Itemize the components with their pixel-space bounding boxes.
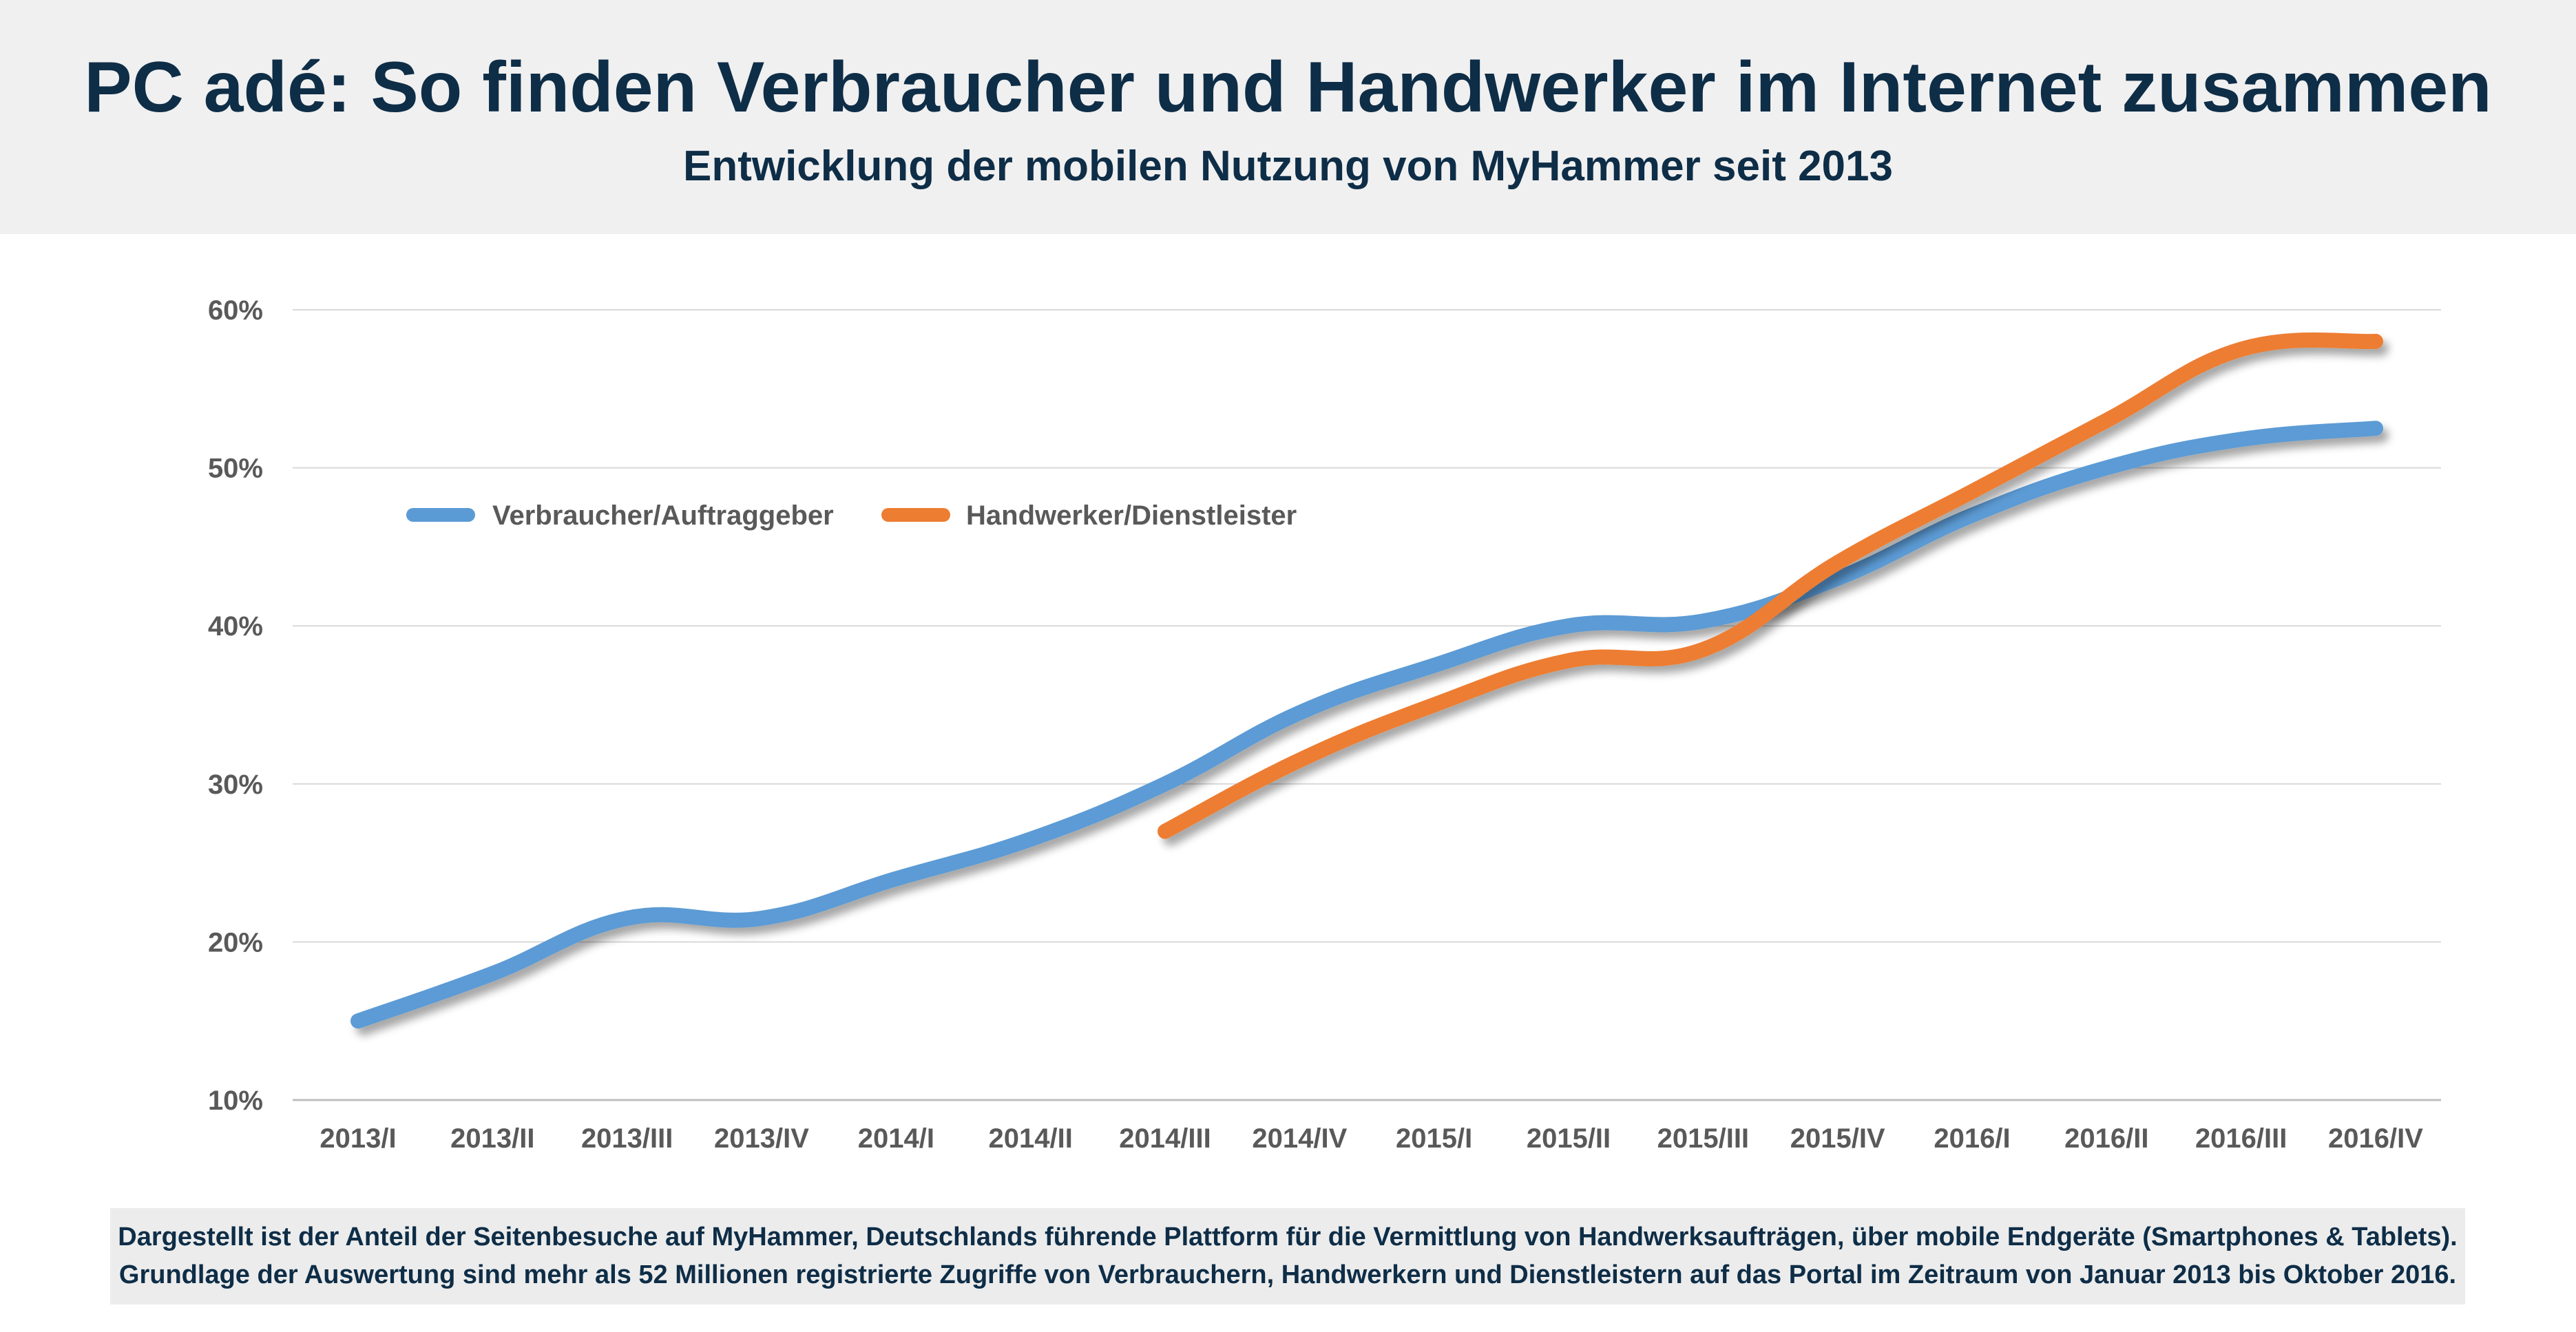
- x-tick-label: 2014/II: [989, 1123, 1073, 1154]
- chart-series: [350, 332, 2383, 1029]
- page-subtitle: Entwicklung der mobilen Nutzung von MyHa…: [682, 142, 1893, 190]
- x-tick-label: 2015/II: [1527, 1123, 1611, 1154]
- y-tick-label: 10%: [208, 1086, 263, 1116]
- header-banner: PC adé: So finden Verbraucher und Handwe…: [0, 0, 2576, 234]
- x-axis-tick-labels: 2013/I 2013/II 2013/III 2013/IV 2014/I 2014/I…: [320, 1123, 2423, 1154]
- chart-gridlines: [293, 309, 2441, 1101]
- y-tick-label: 20%: [208, 927, 263, 958]
- x-tick-label: 2014/IV: [1252, 1123, 1347, 1154]
- x-tick-label: 2016/III: [2195, 1123, 2287, 1154]
- x-tick-label: 2014/III: [1119, 1123, 1211, 1154]
- page-title: PC adé: So finden Verbraucher und Handwe…: [84, 47, 2492, 127]
- y-tick-label: 30%: [208, 770, 263, 800]
- x-tick-label: 2015/III: [1657, 1123, 1749, 1154]
- x-tick-label: 2015/IV: [1790, 1123, 1885, 1154]
- legend-label: Handwerker/Dienstleister: [966, 500, 1297, 531]
- chart-legend: Verbraucher/Auftraggeber Handwerker/Diens…: [406, 500, 1297, 531]
- x-tick-label: 2013/I: [320, 1123, 396, 1154]
- x-tick-label: 2013/III: [581, 1123, 673, 1154]
- series-line-handwerker: [1158, 332, 2383, 839]
- y-tick-label: 60%: [208, 295, 263, 326]
- series-line-verbraucher: [350, 421, 2383, 1029]
- footnote-box: Dargestellt ist der Anteil der Seitenbes…: [110, 1208, 2465, 1304]
- x-tick-label: 2014/I: [858, 1123, 934, 1154]
- y-tick-label: 40%: [208, 611, 263, 642]
- line-chart: 10% 20% 30% 40% 50% 60% 2013/I 2013/II 2013/III…: [208, 295, 2441, 1154]
- x-tick-label: 2016/I: [1934, 1123, 2010, 1154]
- x-tick-label: 2015/I: [1396, 1123, 1472, 1154]
- y-tick-label: 50%: [208, 454, 263, 484]
- footnote-line-2: Grundlage der Auswertung sind mehr als 5…: [118, 1260, 2457, 1289]
- x-tick-label: 2013/IV: [714, 1123, 809, 1154]
- x-tick-label: 2016/IV: [2328, 1123, 2423, 1154]
- footnote-line-1: Dargestellt ist der Anteil der Seitenbes…: [118, 1222, 2458, 1251]
- legend-label: Verbraucher/Auftraggeber: [492, 500, 834, 531]
- x-tick-label: 2013/II: [450, 1123, 534, 1154]
- y-axis-tick-labels: 10% 20% 30% 40% 50% 60%: [208, 295, 263, 1116]
- x-tick-label: 2016/II: [2064, 1123, 2148, 1154]
